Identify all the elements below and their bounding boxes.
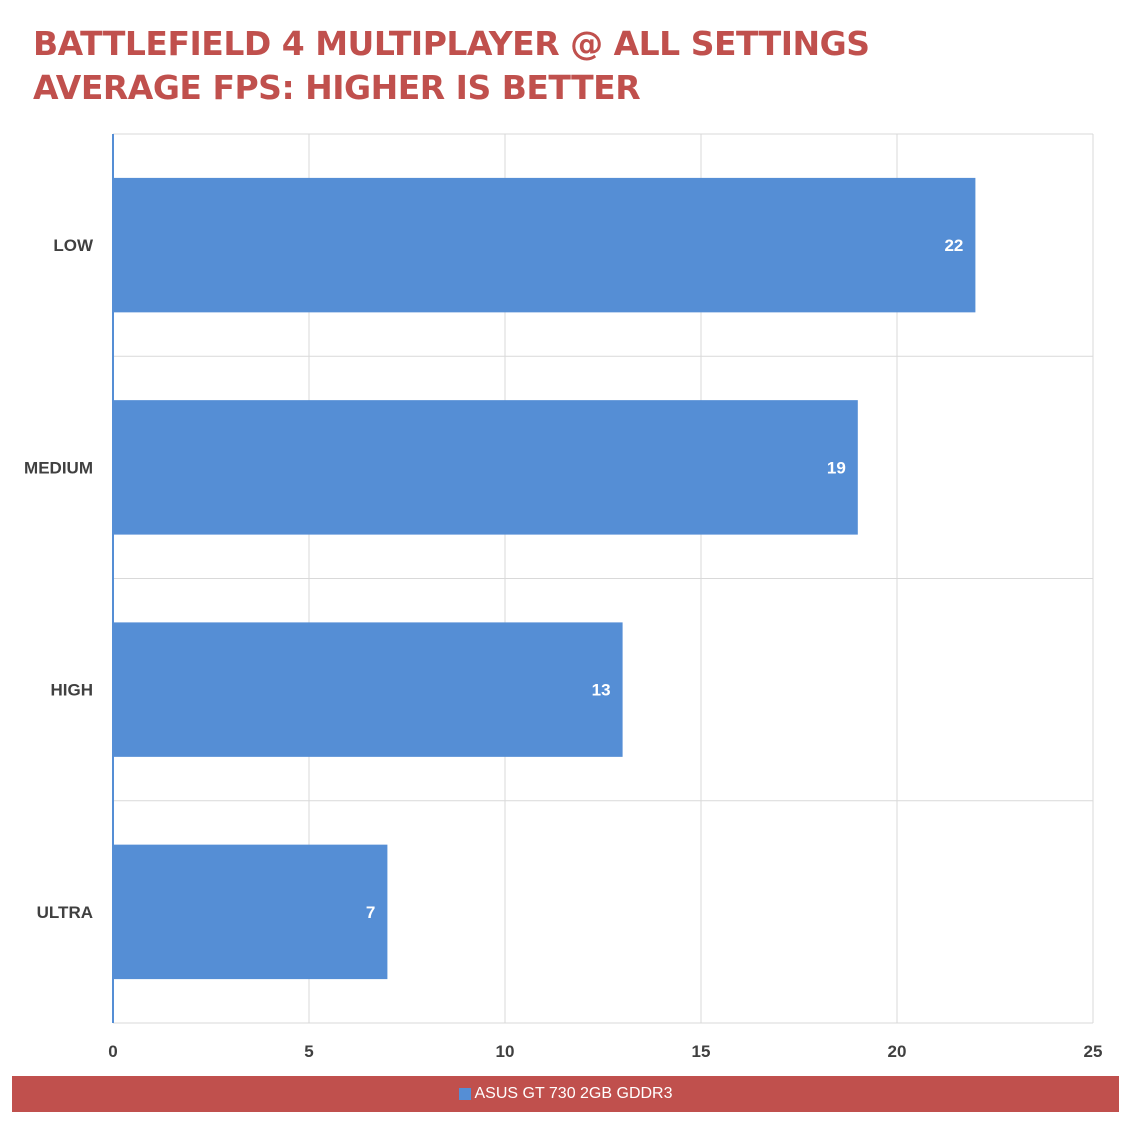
- chart-title-line-2: AVERAGE FPS: HIGHER IS BETTER: [33, 68, 641, 107]
- x-tick-label-3: 15: [692, 1042, 711, 1061]
- legend-item: ASUS GT 730 2GB GDDR3: [12, 1076, 1119, 1112]
- chart-title: BATTLEFIELD 4 MULTIPLAYER @ ALL SETTINGS…: [33, 22, 870, 110]
- data-label-medium: 19: [827, 458, 846, 477]
- data-label-high: 13: [592, 681, 611, 700]
- bar-high: [113, 622, 623, 757]
- category-label-medium: MEDIUM: [24, 458, 93, 477]
- category-label-high: HIGH: [51, 681, 94, 700]
- bar-medium: [113, 400, 858, 535]
- bar-ultra: [113, 844, 388, 980]
- category-label-low: LOW: [53, 236, 94, 255]
- x-tick-label-2: 10: [496, 1042, 515, 1061]
- category-label-ultra: ULTRA: [37, 903, 93, 922]
- x-tick-label-0: 0: [108, 1042, 117, 1061]
- bar-low: [113, 177, 976, 313]
- chart-title-line-1: BATTLEFIELD 4 MULTIPLAYER @ ALL SETTINGS: [33, 24, 870, 63]
- x-tick-label-4: 20: [888, 1042, 907, 1061]
- legend-swatch: [458, 1088, 471, 1100]
- x-tick-label-5: 25: [1084, 1042, 1103, 1061]
- x-tick-label-1: 5: [304, 1042, 313, 1061]
- data-label-ultra: 7: [366, 903, 375, 922]
- data-label-low: 22: [944, 236, 963, 255]
- legend: ASUS GT 730 2GB GDDR3: [12, 1076, 1119, 1112]
- legend-label: ASUS GT 730 2GB GDDR3: [474, 1085, 673, 1102]
